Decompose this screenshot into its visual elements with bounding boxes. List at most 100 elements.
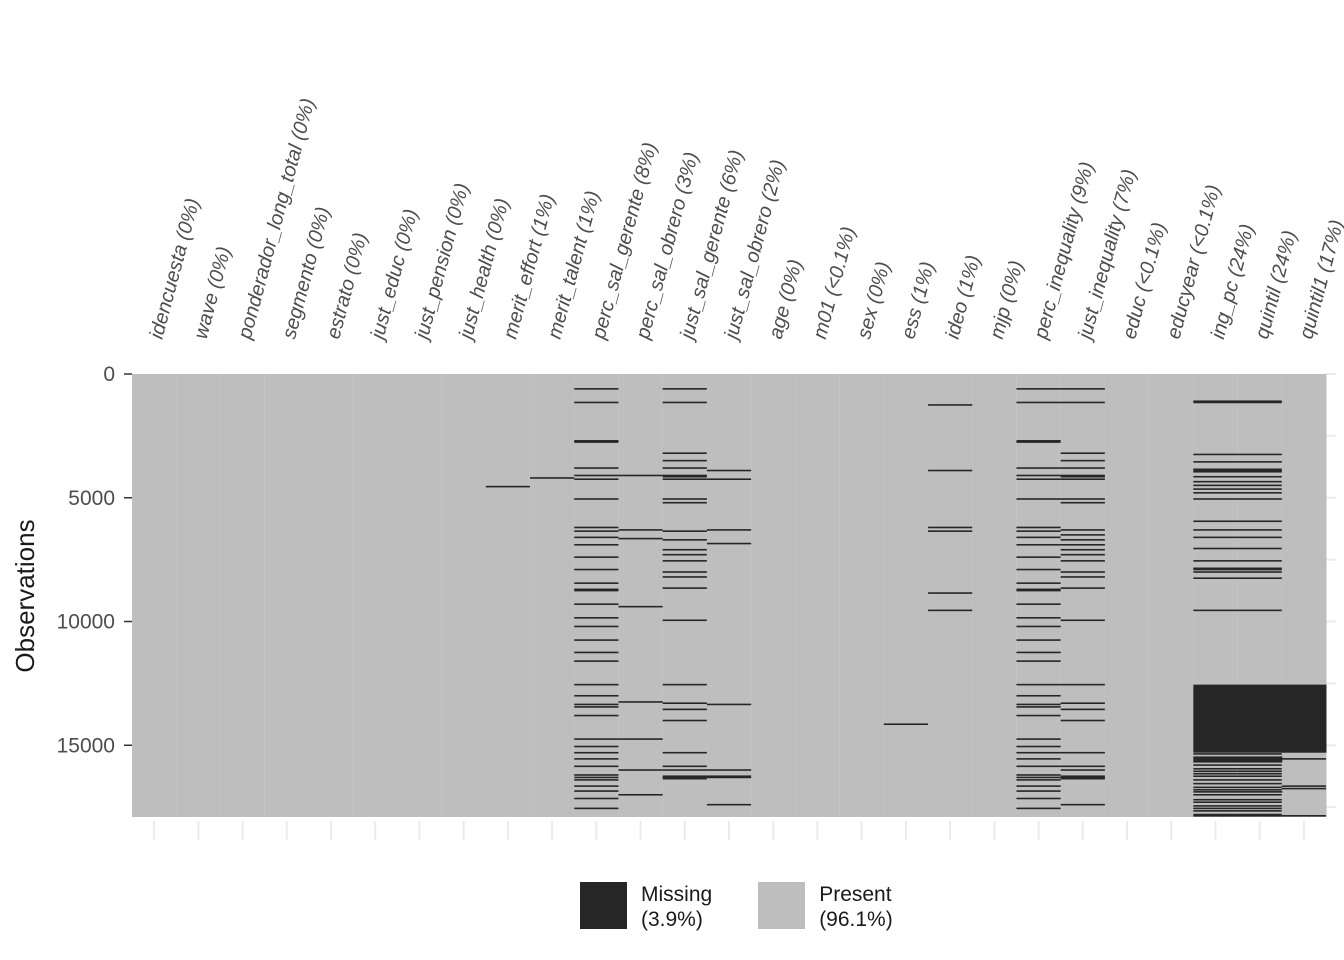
missing-row xyxy=(1016,745,1061,748)
missing-row xyxy=(1281,785,1326,787)
missing-row xyxy=(1016,765,1061,768)
missing-row xyxy=(574,498,619,500)
missing-row xyxy=(706,775,752,778)
missing-row xyxy=(1237,529,1282,531)
x-tick-label: quintil1 (17%) xyxy=(1295,217,1344,341)
missing-row xyxy=(574,703,619,706)
missing-row xyxy=(1193,772,1238,775)
missing-row xyxy=(1237,805,1282,807)
missing-row xyxy=(1016,683,1061,686)
y-tick-label: 5000 xyxy=(68,487,115,510)
legend-label-missing: Missing xyxy=(641,883,713,906)
present-column xyxy=(176,374,221,817)
missing-row xyxy=(1237,461,1282,463)
missing-row xyxy=(1060,776,1105,779)
missing-row xyxy=(1060,401,1105,404)
missing-row xyxy=(1237,488,1282,490)
missing-row xyxy=(574,401,619,404)
legend-label-present: Present xyxy=(819,883,892,906)
missing-row xyxy=(662,452,707,455)
missing-block xyxy=(1237,684,1283,753)
missing-row xyxy=(1237,520,1282,523)
missing-row xyxy=(574,536,619,539)
missing-row xyxy=(1193,815,1238,817)
present-column xyxy=(132,374,177,817)
missing-row xyxy=(1016,651,1061,654)
missing-row xyxy=(574,568,619,571)
missing-row xyxy=(662,619,707,622)
missing-row xyxy=(1016,530,1061,532)
missing-row xyxy=(1237,469,1282,472)
missing-block xyxy=(1281,684,1327,753)
present-column xyxy=(839,374,885,817)
missing-block xyxy=(1193,684,1239,753)
missing-row xyxy=(1237,764,1282,766)
present-column xyxy=(1104,374,1150,817)
missing-row xyxy=(1016,603,1061,605)
present-column xyxy=(353,374,398,817)
missing-row xyxy=(1193,779,1238,781)
x-tick-label: quintil (24%) xyxy=(1251,228,1301,341)
y-tick-label: 15000 xyxy=(57,734,115,757)
missing-row xyxy=(1237,753,1282,755)
y-axis: 0 5000 10000 15000 xyxy=(57,363,132,757)
missing-row xyxy=(1193,568,1238,571)
missing-row xyxy=(1193,571,1238,573)
missing-row xyxy=(662,683,707,686)
missing-row xyxy=(1193,775,1238,778)
missing-row xyxy=(1016,617,1061,619)
missing-row xyxy=(1193,520,1238,523)
missing-row xyxy=(1193,480,1238,483)
present-column xyxy=(308,374,354,817)
missing-row xyxy=(706,542,752,545)
missing-row xyxy=(662,467,707,469)
missing-row xyxy=(1281,758,1326,760)
legend: Missing (3.9%) Present (96.1%) xyxy=(580,882,893,932)
missing-row xyxy=(662,475,707,478)
missing-row xyxy=(574,651,619,654)
missing-row xyxy=(1193,469,1238,472)
missing-row xyxy=(1193,567,1238,570)
missing-row xyxy=(1193,529,1238,531)
missing-row xyxy=(662,539,707,541)
legend-item-missing: Missing (3.9%) xyxy=(580,882,712,932)
missing-row xyxy=(574,776,619,779)
missing-row xyxy=(1237,400,1282,403)
y-tick-label: 0 xyxy=(103,363,115,386)
missing-row xyxy=(662,388,707,390)
present-column xyxy=(928,374,973,817)
legend-item-present: Present (96.1%) xyxy=(758,882,893,932)
missing-row xyxy=(1193,475,1238,478)
missing-row xyxy=(574,779,619,781)
missing-row xyxy=(1237,577,1282,579)
x-tick-label: educ (<0.1%) xyxy=(1119,220,1171,341)
missing-block xyxy=(1193,756,1239,763)
missing-row xyxy=(1060,452,1105,455)
missing-row xyxy=(1237,536,1282,539)
present-column xyxy=(574,374,619,817)
missing-row xyxy=(1193,577,1238,579)
missing-row xyxy=(574,765,619,768)
missing-row xyxy=(1237,815,1282,817)
missing-row xyxy=(1237,772,1282,775)
missing-row xyxy=(706,478,752,480)
missing-row xyxy=(574,530,619,532)
missing-row xyxy=(662,576,707,578)
missing-row xyxy=(1016,401,1061,404)
missing-row xyxy=(662,553,707,556)
legend-swatch-present xyxy=(758,882,806,929)
missing-row xyxy=(1193,453,1238,456)
missing-row xyxy=(706,469,752,472)
missing-row xyxy=(1193,782,1238,785)
missing-row xyxy=(1060,576,1105,578)
missing-row xyxy=(574,440,619,442)
missing-row xyxy=(1016,474,1061,477)
missing-row xyxy=(1016,774,1061,776)
missing-row xyxy=(1193,753,1238,755)
missing-row xyxy=(574,694,619,697)
present-column xyxy=(397,374,443,817)
missing-row xyxy=(1193,789,1238,791)
missing-row xyxy=(1016,738,1061,740)
missing-row xyxy=(574,797,619,800)
